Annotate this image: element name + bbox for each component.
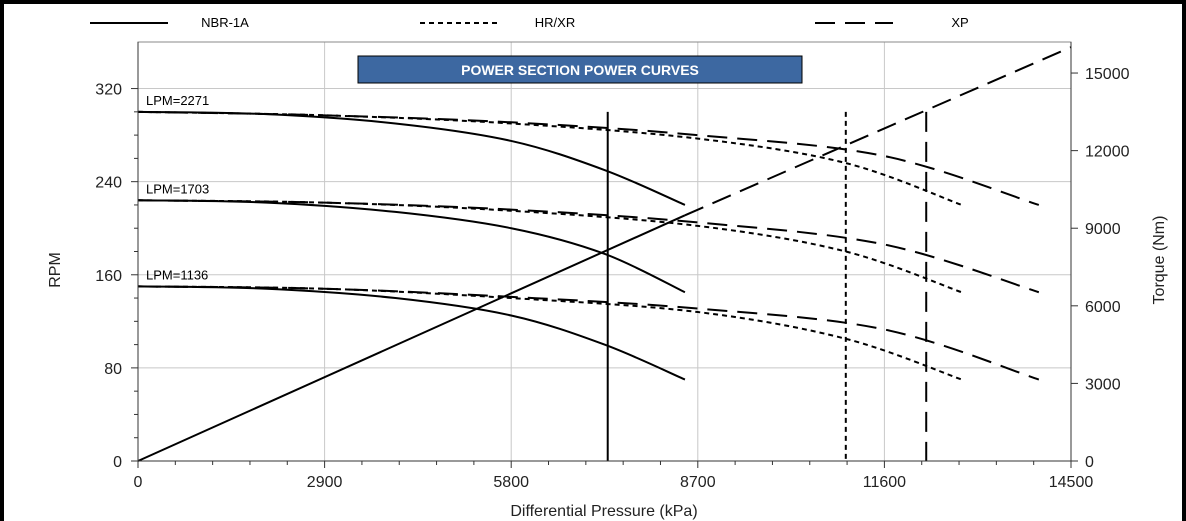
legend-label: HR/XR [535, 15, 575, 30]
y2-tick-label: 0 [1085, 454, 1094, 471]
y-tick-label: 0 [113, 454, 122, 471]
legend-label: XP [951, 15, 968, 30]
chart-title-box [357, 55, 803, 84]
rpm-curve-xp [137, 110, 1040, 206]
y2-tick-label: 15000 [1085, 66, 1130, 83]
axes: 0 2900 5800 8700 11600 14500 0 80 160 240 320 0 3000… [95, 41, 1130, 491]
x-tick-label: 2900 [307, 474, 343, 491]
rpm-curve-xp [137, 285, 1040, 381]
series-lines [137, 46, 1072, 462]
rpm-curve-hr-xr [137, 199, 962, 294]
y-tick-label: 240 [95, 175, 122, 192]
flow-label: LPM=2271 [146, 93, 209, 108]
x-axis-title: Differential Pressure (kPa) [510, 503, 697, 520]
x-tick-label: 5800 [493, 474, 529, 491]
x-tick-label: 11600 [863, 474, 906, 491]
y-tick-label: 160 [95, 268, 122, 285]
flow-label: LPM=1703 [146, 181, 209, 196]
rpm-curve-hr-xr [137, 285, 962, 381]
x-tick-label: 0 [134, 474, 143, 491]
chart-title: POWER SECTION POWER CURVES [461, 62, 699, 78]
max-pressure-markers [606, 111, 928, 461]
torque-line-nbr-1a [137, 214, 686, 462]
rpm-curve-xp [137, 199, 1040, 294]
flow-label: LPM=1136 [146, 267, 208, 282]
x-tick-label: 8700 [680, 474, 716, 491]
y2-tick-label: 6000 [1085, 299, 1121, 316]
y-axis-title: RPM [47, 252, 64, 288]
legend-label: NBR-1A [201, 15, 249, 30]
y2-axis-title: Torque (Nm) [1151, 216, 1168, 305]
y-tick-label: 80 [104, 361, 122, 378]
y2-tick-label: 12000 [1085, 144, 1130, 161]
y2-tick-label: 3000 [1085, 376, 1121, 393]
y-tick-label: 320 [95, 82, 122, 99]
flow-labels: LPM=2271 LPM=1703 LPM=1136 [146, 93, 209, 283]
x-tick-label: 14500 [1049, 474, 1094, 491]
rpm-curve-hr-xr [137, 110, 962, 206]
rpm-curve-nbr-1a [137, 285, 686, 381]
grid [138, 42, 1071, 461]
torque-line-xp [684, 46, 1072, 217]
legend: NBR-1A HR/XR XP [90, 15, 969, 30]
y2-tick-label: 9000 [1085, 221, 1121, 238]
rpm-curve-nbr-1a [137, 110, 686, 206]
